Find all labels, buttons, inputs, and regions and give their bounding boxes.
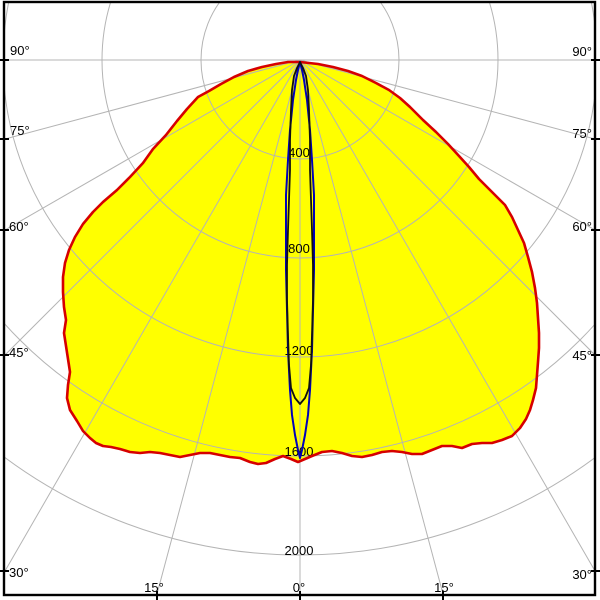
grid-ray <box>5 59 301 140</box>
aux-narrow-curve <box>286 61 314 405</box>
ring-value-label: 400 <box>288 145 310 160</box>
angle-label: 45° <box>572 348 592 363</box>
grid-ray <box>5 59 301 356</box>
angle-label: 15° <box>434 580 454 595</box>
c90-c270-curve <box>285 61 315 459</box>
grid-ray <box>156 59 301 594</box>
ring-value-label: 1200 <box>285 343 314 358</box>
angle-label: 90° <box>10 43 30 58</box>
angle-label: 75° <box>572 126 592 141</box>
ring-value-label: 2000 <box>285 543 314 558</box>
angle-label: 75° <box>10 123 30 138</box>
c0-c180-curve <box>61 60 541 466</box>
angle-label: 15° <box>144 580 164 595</box>
angle-label: 45° <box>9 345 29 360</box>
angle-label: 60° <box>9 219 29 234</box>
ring-value-label: 800 <box>288 241 310 256</box>
angle-label: 30° <box>9 565 29 580</box>
angle-label: 30° <box>572 567 592 582</box>
grid-ray <box>5 59 301 231</box>
grid-ray <box>5 59 301 572</box>
angle-label: 90° <box>572 44 592 59</box>
grid-ray <box>299 59 594 355</box>
angle-label: 0° <box>293 580 305 595</box>
grid-ray <box>299 59 444 594</box>
grid-ray <box>299 59 594 571</box>
beam-fill-region <box>63 62 539 464</box>
grid-ray <box>299 59 594 140</box>
angle-label: 60° <box>572 219 592 234</box>
